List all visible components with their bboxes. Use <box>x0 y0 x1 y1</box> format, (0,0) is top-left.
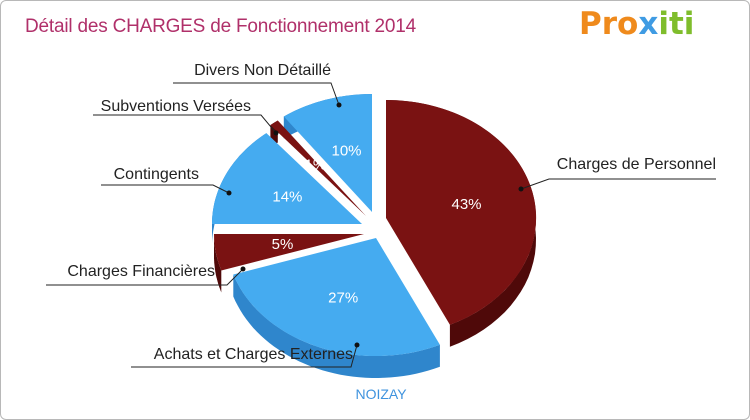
pie-slice-subventions-vers-es[interactable] <box>270 120 366 217</box>
pie-tops <box>212 93 537 357</box>
leader-arrow <box>354 342 360 348</box>
pie-slice-divers-non-d-taill-[interactable] <box>283 93 372 212</box>
leader-line <box>173 82 340 106</box>
pie-percent-label: 5% <box>272 236 294 253</box>
leader-line <box>46 268 244 286</box>
pie-slice-charges-de-personnel[interactable] <box>386 99 537 325</box>
leader-arrow <box>240 266 246 272</box>
slice-category-label: Contingents <box>114 166 199 183</box>
pie-percent-label: 1% <box>305 157 327 174</box>
pie-slice-side-3 <box>214 234 222 293</box>
leader-line <box>131 344 358 368</box>
slice-category-label: Divers Non Détaillé <box>194 62 331 79</box>
slice-category-label: Achats et Charges Externes <box>154 346 353 363</box>
leader-line <box>93 114 277 134</box>
commune-label: NOIZAY <box>355 386 407 402</box>
slice-category-label: Subventions Versées <box>101 98 251 115</box>
pie-percent-label: 14% <box>272 188 302 205</box>
chart-title: Détail des CHARGES de Fonctionnement 201… <box>25 16 417 37</box>
slice-category-label: Charges de Personnel <box>557 156 716 173</box>
slice-category-label: Charges Financières <box>67 263 215 280</box>
pie-slice-charges-financi-res[interactable] <box>213 234 364 271</box>
leader-arrow <box>226 190 232 196</box>
leader-arrow <box>336 102 342 108</box>
leader-line <box>520 178 716 190</box>
leader-arrow <box>273 130 279 136</box>
leader-arrow <box>518 186 524 192</box>
pie-percent-label: 43% <box>451 196 481 213</box>
leader-line <box>101 184 230 194</box>
pie-slice-contingents[interactable] <box>212 133 362 224</box>
pie-percent-label: 27% <box>328 290 358 307</box>
pie-slice-side-2 <box>233 274 440 378</box>
pie-slice-achats-et-charges-externes[interactable] <box>233 238 440 357</box>
pie-percent-label: 10% <box>331 142 361 159</box>
proxiti-logo[interactable]: Proxiti <box>579 6 695 42</box>
